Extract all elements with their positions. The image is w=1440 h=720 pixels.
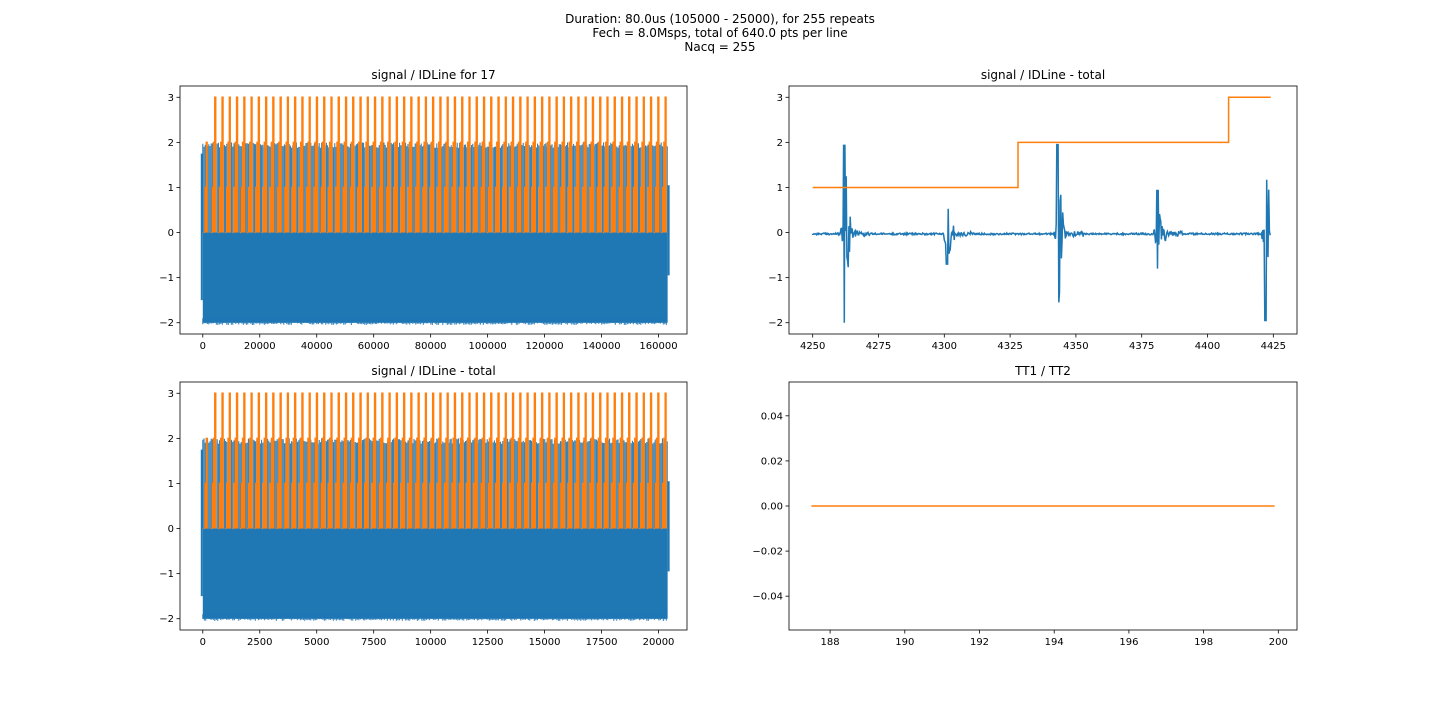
subplot-top-left: signal / IDLine for 17 0 20000 40000 60000 80… <box>159 68 688 352</box>
subplot-top-right: signal / IDLine - total 4250 4275 4300 4325 4… <box>768 68 1298 352</box>
axes-frame <box>179 381 688 631</box>
y-tick-label: 0 <box>777 228 783 239</box>
y-tick-label: −1 <box>159 569 174 580</box>
y-tick-label: 2 <box>777 138 783 149</box>
suptitle-line-1: Duration: 80.0us (105000 - 25000), for 2… <box>565 12 875 26</box>
x-tick-label: 120000 <box>525 341 563 352</box>
suptitle-line-2: Fech = 8.0Msps, total of 640.0 pts per l… <box>592 26 848 40</box>
y-tick-label: 3 <box>777 93 783 104</box>
plot-area <box>811 96 1272 323</box>
x-tick-label: 12500 <box>472 637 504 648</box>
x-tick-label: 0 <box>200 637 206 648</box>
x-tick-label: 4400 <box>1195 341 1220 352</box>
suptitle-line-3: Nacq = 255 <box>684 40 756 54</box>
y-tick-label: 1 <box>168 183 174 194</box>
y-tick-label: −2 <box>159 614 174 625</box>
x-tick-label: 192 <box>970 637 989 648</box>
x-tick-label: 198 <box>1194 637 1213 648</box>
x-tick-label: 4325 <box>997 341 1022 352</box>
axes-frame <box>788 85 1298 335</box>
signal-low-edge <box>202 614 667 621</box>
x-tick-label: 4375 <box>1129 341 1154 352</box>
y-tick-label: 1 <box>777 183 783 194</box>
y-tick-label: 0.02 <box>761 456 783 467</box>
signal-bulk <box>202 232 668 323</box>
x-tick-label: 190 <box>895 637 914 648</box>
y-tick-label: 2 <box>168 138 174 149</box>
x-tick-label: 100000 <box>469 341 507 352</box>
idline-pulses <box>203 392 667 530</box>
x-tick-label: 15000 <box>529 637 561 648</box>
signal-bulk <box>202 528 668 619</box>
y-tick-label: −1 <box>768 273 783 284</box>
y-tick-label: 0.00 <box>761 502 783 513</box>
subplot-bottom-right: TT1 / TT2 188 190 192 194 196 198 200 −0.04 −0.02… <box>752 364 1298 648</box>
x-tick-label: 20000 <box>244 341 276 352</box>
x-tick-label: 4350 <box>1063 341 1088 352</box>
x-tick-label: 80000 <box>415 341 447 352</box>
y-tick-label: −1 <box>159 273 174 284</box>
y-tick-label: −0.02 <box>752 547 783 558</box>
signal-line <box>811 143 1272 323</box>
axes-frame <box>179 85 688 335</box>
x-tick-label: 60000 <box>358 341 390 352</box>
signal-low-edge <box>202 318 667 325</box>
x-tick-label: 140000 <box>582 341 620 352</box>
x-tick-label: 4275 <box>866 341 891 352</box>
figure-suptitle: Duration: 80.0us (105000 - 25000), for 2… <box>0 12 1440 54</box>
chart-title: signal / IDLine for 17 <box>371 68 495 82</box>
y-tick-label: 2 <box>168 434 174 445</box>
x-tick-label: 40000 <box>301 341 333 352</box>
y-tick-label: 0 <box>168 524 174 535</box>
y-tick-label: 3 <box>168 389 174 400</box>
y-tick-label: 3 <box>168 93 174 104</box>
y-tick-label: 0 <box>168 228 174 239</box>
y-tick-label: 1 <box>168 479 174 490</box>
chart-title: signal / IDLine - total <box>981 68 1105 82</box>
x-tick-label: 188 <box>821 637 840 648</box>
y-tick-label: −0.04 <box>752 592 783 603</box>
x-tick-label: 200 <box>1269 637 1288 648</box>
idline-pulses <box>203 96 667 234</box>
x-tick-label: 2500 <box>247 637 272 648</box>
subplot-bottom-left: signal / IDLine - total 0 2500 5000 7500 1000… <box>159 364 688 648</box>
x-tick-label: 196 <box>1119 637 1138 648</box>
y-tick-label: −2 <box>159 318 174 329</box>
x-tick-label: 194 <box>1045 637 1064 648</box>
x-tick-label: 0 <box>200 341 206 352</box>
x-tick-label: 20000 <box>643 637 675 648</box>
x-tick-label: 160000 <box>639 341 677 352</box>
x-tick-label: 7500 <box>361 637 386 648</box>
x-tick-label: 10000 <box>415 637 447 648</box>
x-tick-label: 4300 <box>932 341 957 352</box>
idline-step <box>812 96 1271 189</box>
chart-title: TT1 / TT2 <box>1014 364 1071 378</box>
y-tick-label: 0.04 <box>761 411 783 422</box>
chart-title: signal / IDLine - total <box>371 364 495 378</box>
plot-area <box>200 392 670 621</box>
x-tick-label: 4250 <box>800 341 825 352</box>
x-tick-label: 5000 <box>304 637 329 648</box>
y-tick-label: −2 <box>768 318 783 329</box>
plot-area <box>200 96 670 325</box>
x-tick-label: 4425 <box>1261 341 1286 352</box>
x-tick-label: 17500 <box>586 637 618 648</box>
